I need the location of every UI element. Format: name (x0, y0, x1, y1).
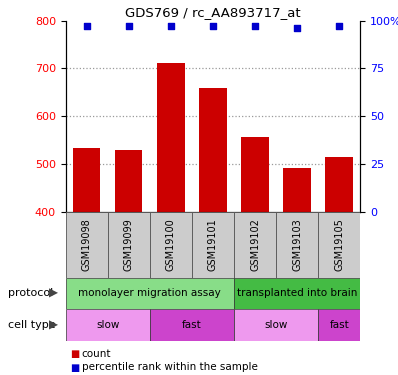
Bar (108, 212, 150, 278)
Text: cell type: cell type (8, 320, 56, 330)
Bar (115, 150, 142, 212)
Text: slow: slow (264, 320, 288, 330)
Point (168, 23, 174, 29)
Text: count: count (82, 350, 111, 359)
Bar (73, 148, 100, 212)
Bar (318, 309, 360, 341)
Text: GSM19100: GSM19100 (166, 218, 176, 271)
Text: ▶: ▶ (49, 319, 58, 332)
Text: GSM19105: GSM19105 (334, 218, 344, 271)
Bar (234, 278, 360, 309)
Text: fast: fast (182, 320, 202, 330)
Bar (283, 168, 311, 212)
Text: GSM19103: GSM19103 (292, 218, 302, 271)
Point (126, 23, 132, 29)
Bar (241, 137, 269, 212)
Text: transplanted into brain: transplanted into brain (237, 288, 357, 298)
Text: GSM19102: GSM19102 (250, 218, 260, 271)
Text: ▶: ▶ (49, 287, 58, 300)
Bar (66, 212, 108, 278)
Text: GSM19099: GSM19099 (124, 218, 134, 271)
Bar (66, 278, 234, 309)
Text: ■: ■ (70, 363, 79, 372)
Text: fast: fast (329, 320, 349, 330)
Text: protocol: protocol (8, 288, 53, 298)
Bar (326, 157, 353, 212)
Bar (157, 63, 185, 212)
Text: ■: ■ (70, 350, 79, 359)
Text: GSM19101: GSM19101 (208, 218, 218, 271)
Point (252, 23, 258, 29)
Bar (150, 309, 234, 341)
Point (294, 25, 300, 31)
Bar (234, 309, 318, 341)
Point (336, 23, 342, 29)
Bar (66, 309, 150, 341)
Bar (192, 212, 234, 278)
Bar (318, 212, 360, 278)
Text: slow: slow (96, 320, 119, 330)
Text: GSM19098: GSM19098 (82, 218, 92, 271)
Bar (150, 212, 192, 278)
Bar (199, 88, 226, 212)
Text: percentile rank within the sample: percentile rank within the sample (82, 363, 258, 372)
Point (84, 23, 90, 29)
Title: GDS769 / rc_AA893717_at: GDS769 / rc_AA893717_at (125, 6, 301, 20)
Bar (276, 212, 318, 278)
Text: monolayer migration assay: monolayer migration assay (78, 288, 221, 298)
Point (210, 23, 216, 29)
Bar (234, 212, 276, 278)
